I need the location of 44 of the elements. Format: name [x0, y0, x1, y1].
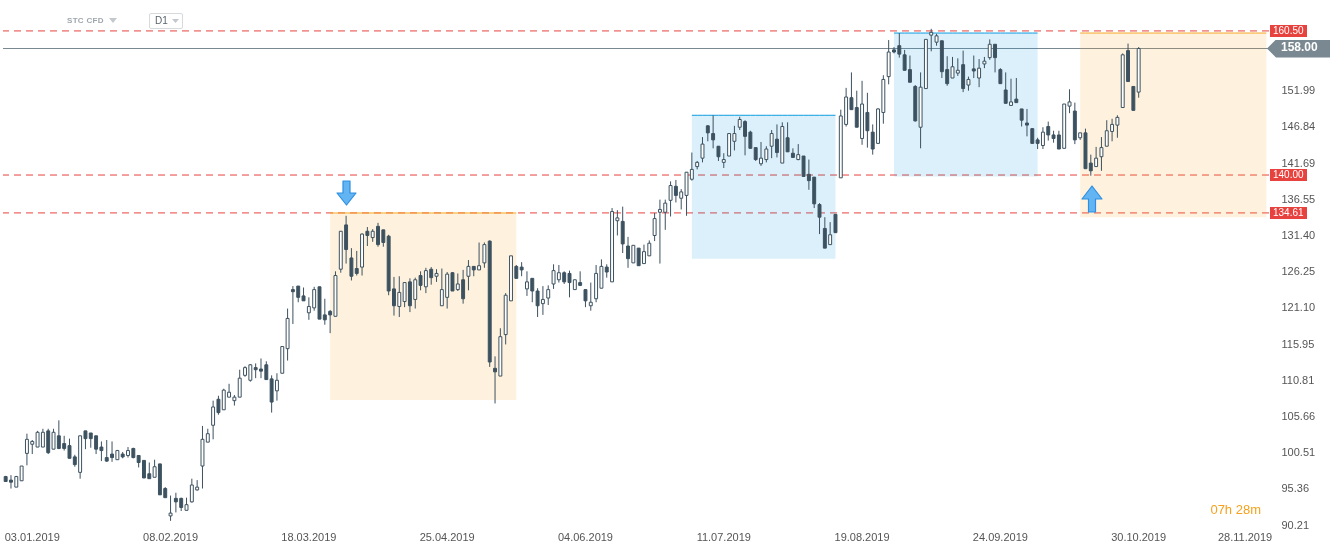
y-tick-label: 121.10	[1281, 301, 1316, 314]
x-tick-label: 19.08.2019	[834, 530, 890, 543]
y-tick-label: 146.84	[1281, 120, 1316, 133]
y-tick-label: 131.40	[1281, 228, 1316, 241]
y-tick-label: 100.51	[1281, 446, 1316, 459]
y-tick-label: 95.36	[1281, 482, 1310, 495]
x-tick-label: 30.10.2019	[1111, 530, 1167, 543]
candlestick	[817, 202, 822, 235]
candlestick	[1131, 85, 1136, 111]
y-tick-label: 141.69	[1281, 156, 1316, 169]
x-tick-label: 08.02.2019	[143, 530, 199, 543]
y-tick-label: 126.25	[1281, 265, 1316, 278]
candlestick	[546, 284, 551, 306]
x-tick-label: 04.06.2019	[557, 530, 613, 543]
candlestick	[274, 372, 279, 402]
ref-line-label: 160.50	[1270, 24, 1307, 37]
x-tick-label: 18.03.2019	[281, 530, 337, 543]
annotation: D1	[155, 15, 168, 27]
candlestick	[700, 136, 705, 163]
x-tick-label: 24.09.2019	[972, 530, 1028, 543]
x-tick-label: 03.01.2019	[4, 530, 60, 543]
y-tick-label: 105.66	[1281, 409, 1316, 422]
candlestick	[833, 213, 838, 234]
candlestick	[652, 212, 657, 242]
annotation: STC CFD	[67, 16, 104, 25]
y-tick-label: 115.95	[1281, 337, 1315, 350]
candlestick	[168, 495, 173, 522]
y-tick-label: 151.99	[1281, 84, 1316, 97]
candlestick	[907, 55, 912, 83]
ref-line-label: 140.00	[1270, 169, 1307, 182]
candlestick	[620, 206, 625, 254]
x-tick-label: 28.11.2019	[1217, 530, 1273, 543]
candlestick	[711, 114, 716, 149]
candlestick	[1025, 108, 1029, 137]
y-tick-label: 136.55	[1281, 192, 1316, 205]
candlestick	[1099, 136, 1104, 172]
ref-line-label: 158.00	[1267, 39, 1330, 58]
x-tick-label: 25.04.2019	[419, 530, 475, 543]
annotation: 07h 28m	[1210, 502, 1261, 517]
x-tick-label: 11.07.2019	[696, 530, 751, 543]
y-tick-label: 110.81	[1281, 373, 1315, 386]
candlestick	[588, 282, 593, 312]
y-tick-label: 90.21	[1281, 518, 1310, 531]
ref-line-label: 134.61	[1270, 206, 1307, 219]
